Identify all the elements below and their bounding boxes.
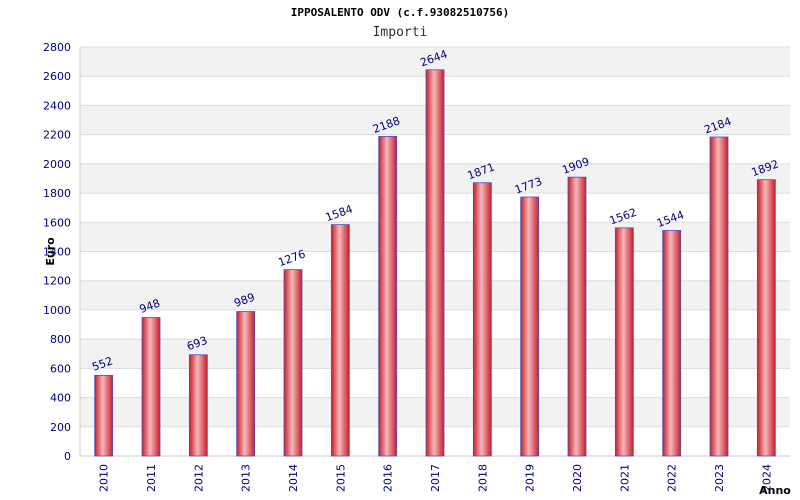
- bar: [662, 230, 682, 457]
- y-tick-label: 1600: [43, 216, 71, 229]
- y-tick-label: 600: [50, 362, 71, 375]
- x-tick-labels: 2010 2011 2012 2013 2014 2015 2016 2017 2018 2019…: [98, 464, 774, 492]
- bar: [188, 354, 208, 457]
- y-tick-label: 2600: [43, 70, 71, 83]
- x-tick-label: 2016: [382, 464, 395, 492]
- y-tick-label: 400: [50, 392, 71, 405]
- x-tick-label: 2020: [571, 464, 584, 492]
- bar: [520, 196, 540, 457]
- x-tick-label: 2012: [192, 464, 205, 492]
- y-tick-label: 2200: [43, 129, 71, 142]
- y-tick-label: 2000: [43, 158, 71, 171]
- y-tick-label: 1800: [43, 187, 71, 200]
- y-tick-labels: 0 200 400 600 800 1000 1200 1400 1600 1800 2000 220…: [43, 41, 71, 463]
- bar: [94, 374, 114, 457]
- x-tick-label: 2013: [240, 464, 253, 492]
- bar: [330, 224, 350, 457]
- x-tick-label: 2015: [334, 464, 347, 492]
- chart-title: IPPOSALENTO ODV (c.f.93082510756): [290, 6, 510, 19]
- y-tick-label: 2800: [43, 41, 71, 54]
- x-tick-label: 2018: [476, 464, 489, 492]
- y-tick-label: 200: [50, 421, 71, 434]
- x-axis-label: Anno: [759, 484, 791, 497]
- bar: [472, 182, 492, 457]
- x-tick-label: 2017: [429, 464, 442, 492]
- bars: [94, 69, 776, 457]
- x-tick-label: 2019: [524, 464, 537, 492]
- x-tick-label: 2011: [145, 464, 158, 492]
- x-tick-label: 2021: [618, 464, 631, 492]
- bar: [614, 227, 634, 457]
- bar: [567, 176, 587, 457]
- x-tick-label: 2010: [98, 464, 111, 492]
- bar: [378, 135, 398, 457]
- y-tick-label: 1400: [43, 246, 71, 259]
- y-tick-label: 800: [50, 333, 71, 346]
- bar: [756, 179, 776, 457]
- x-tick-label: 2022: [666, 464, 679, 492]
- chart-subtitle: Importi: [372, 25, 428, 40]
- y-tick-label: 1200: [43, 275, 71, 288]
- y-axis-label: Euro: [44, 237, 57, 266]
- bar: [283, 269, 303, 457]
- y-tick-label: 2400: [43, 99, 71, 112]
- bar: [141, 317, 161, 457]
- bar: [425, 69, 445, 457]
- bar: [709, 136, 729, 457]
- x-tick-label: 2023: [713, 464, 726, 492]
- x-tick-label: 2024: [760, 464, 773, 492]
- y-tick-label: 0: [64, 450, 71, 463]
- x-tick-label: 2014: [287, 464, 300, 492]
- data-label: 1584: [324, 202, 355, 224]
- bar: [236, 311, 256, 457]
- y-tick-label: 1000: [43, 304, 71, 317]
